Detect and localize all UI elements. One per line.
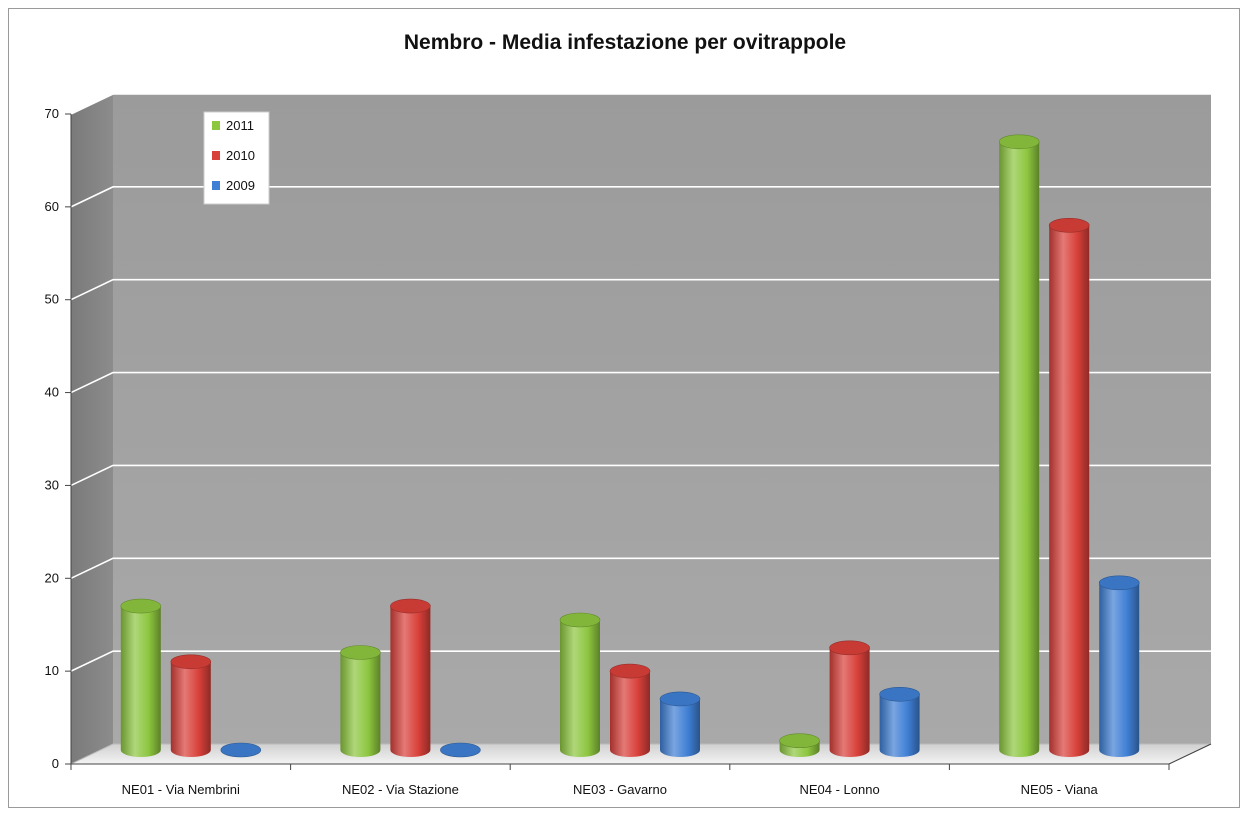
- y-tick-label: 20: [45, 570, 59, 585]
- bar-body: [1049, 225, 1090, 757]
- bar-top: [340, 645, 381, 660]
- bar-top: [879, 686, 920, 702]
- bar-2010-2: [609, 663, 651, 757]
- bar-top: [829, 640, 870, 656]
- bar-top: [390, 598, 431, 614]
- bar-body: [1099, 582, 1140, 757]
- legend-swatch-2010: [212, 151, 220, 160]
- bar-2009-2: [659, 691, 701, 757]
- y-tick-label: 70: [45, 106, 59, 121]
- floor-edge: [1168, 743, 1212, 765]
- chart-frame: Nembro - Media infestazione per ovitrapp…: [8, 8, 1240, 808]
- bar-2010-0: [170, 654, 212, 757]
- bar-top: [220, 742, 262, 758]
- bar-body: [560, 620, 600, 757]
- y-tick-label: 60: [45, 199, 59, 214]
- bar-top: [779, 733, 820, 749]
- bar-2009-1: [440, 742, 481, 758]
- back-wall: [113, 94, 1211, 744]
- bar-2011-3: [779, 733, 820, 757]
- bar-top: [120, 598, 162, 614]
- bar-top: [559, 612, 601, 628]
- y-tick-label: 30: [45, 477, 59, 492]
- bar-body: [390, 606, 431, 757]
- bar-top: [609, 663, 651, 679]
- y-tick-label: 40: [45, 385, 59, 400]
- bar-2010-3: [829, 640, 870, 757]
- plot-area: 0 10 20 30 40 50 60 70 NE01 - Via Nembrini NE02 -…: [45, 93, 1212, 797]
- bar-2010-4: [1048, 218, 1090, 757]
- bar-2011-2: [559, 612, 601, 757]
- y-tick-label: 50: [45, 292, 59, 307]
- category-label: NE01 - Via Nembrini: [122, 782, 240, 797]
- bar-2009-4: [1098, 575, 1140, 757]
- category-label: NE03 - Gavarno: [573, 782, 667, 797]
- y-tick-label: 10: [45, 663, 59, 678]
- bar-2011-4: [998, 134, 1040, 757]
- bar-body: [660, 698, 700, 757]
- side-wall: [71, 94, 113, 764]
- legend-label: 2011: [226, 118, 254, 133]
- y-tick-label: 0: [52, 756, 59, 771]
- bar-top: [170, 654, 212, 670]
- bar-body: [340, 652, 381, 757]
- bar-body: [120, 606, 161, 757]
- legend: 2011 2010 2009: [203, 111, 270, 205]
- gridline: [70, 278, 1211, 301]
- category-label: NE05 - Viana: [1021, 782, 1099, 797]
- gridline: [70, 186, 1211, 208]
- bar-2011-0: [120, 598, 162, 757]
- bar-top: [998, 134, 1040, 150]
- bar-top: [1098, 575, 1140, 591]
- gridline: [70, 464, 1211, 487]
- legend-label: 2010: [226, 148, 255, 163]
- chart-title: Nembro - Media infestazione per ovitrapp…: [404, 31, 846, 54]
- bar-2010-1: [390, 598, 431, 757]
- category-label: NE02 - Via Stazione: [342, 782, 459, 797]
- gridline: [70, 371, 1211, 394]
- bar-top: [1048, 218, 1090, 233]
- bar-2009-0: [220, 742, 262, 758]
- gridline: [70, 557, 1211, 580]
- chart-canvas: Nembro - Media infestazione per ovitrapp…: [45, 31, 1212, 797]
- bar-2009-3: [879, 686, 920, 757]
- gridline: [70, 93, 1211, 115]
- bar-body: [170, 661, 211, 757]
- bar-2011-1: [340, 645, 381, 757]
- bar-top: [440, 742, 481, 758]
- bar-body: [829, 647, 870, 757]
- bar-body: [879, 694, 920, 757]
- legend-swatch-2009: [212, 181, 220, 190]
- bar-body: [610, 671, 650, 757]
- legend-label: 2009: [226, 178, 255, 193]
- bar-body: [999, 141, 1040, 757]
- bar-top: [659, 691, 701, 707]
- legend-swatch-2011: [212, 121, 220, 130]
- category-label: NE04 - Lonno: [799, 782, 879, 797]
